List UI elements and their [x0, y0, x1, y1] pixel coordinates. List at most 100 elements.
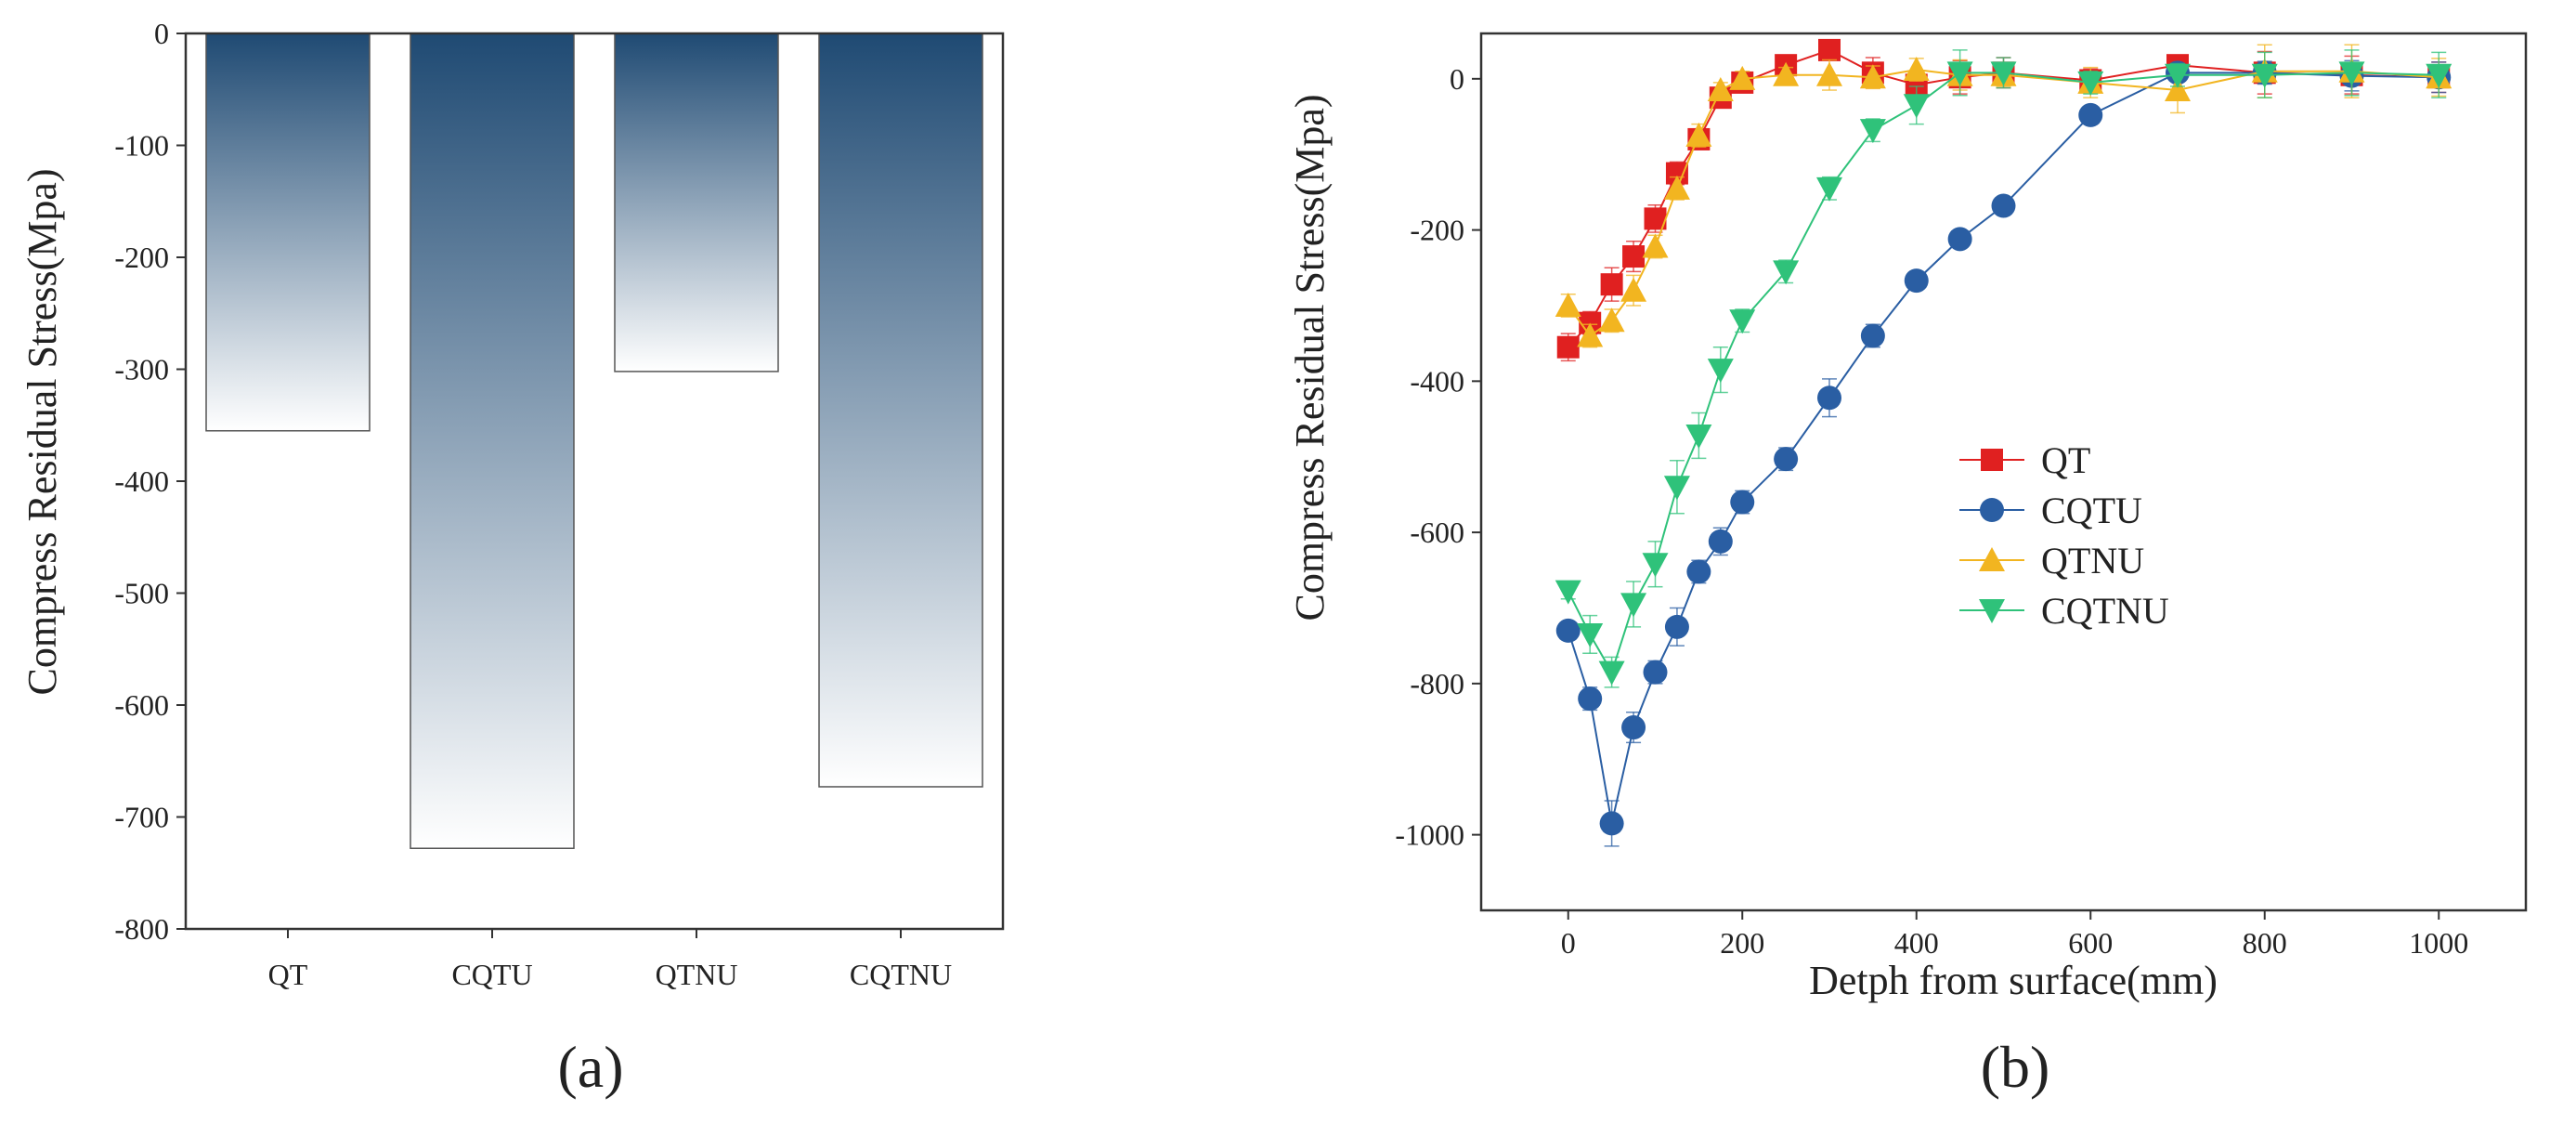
- point-cqtu: [1774, 447, 1799, 472]
- line-chart-panel-label: (b): [1981, 1034, 2050, 1100]
- line-chart-y-tick-label: 0: [1450, 62, 1464, 96]
- point-cqtnu: [1773, 260, 1800, 285]
- point-cqtu: [1555, 618, 1581, 643]
- point-cqtu: [1947, 227, 1972, 252]
- point-qtnu: [1859, 64, 1886, 89]
- bar-chart-y-tick-label: -300: [114, 353, 169, 386]
- point-cqtu: [1664, 614, 1689, 639]
- point-qtnu: [1685, 122, 1712, 147]
- legend-label-cqtnu: CQTNU: [2041, 590, 2169, 632]
- point-cqtnu: [1642, 553, 1669, 578]
- point-qtnu: [1816, 61, 1842, 86]
- line-chart-y-tick-label: -600: [1410, 516, 1464, 549]
- point-cqtu: [2078, 102, 2103, 127]
- bar-chart-x-tick-label: CQTU: [451, 958, 532, 991]
- line-chart-x-tick-label: 800: [2243, 926, 2287, 960]
- bar-chart-x-tick-label: QT: [268, 958, 308, 991]
- bar-chart-y-tick-label: -200: [114, 241, 169, 274]
- point-cqtnu: [1859, 119, 1886, 144]
- point-cqtu: [1817, 386, 1841, 411]
- point-cqtu: [1643, 660, 1668, 685]
- series-cqtu: [1555, 59, 2452, 847]
- line-chart-y-tick-label: -200: [1410, 214, 1464, 247]
- line-chart-x-axis-title: Detph from surface(mm): [1809, 958, 2218, 1003]
- series-cqtnu: [1555, 49, 2452, 688]
- point-qtnu: [1555, 292, 1581, 317]
- line-chart-y-tick-label: -800: [1410, 667, 1464, 700]
- point-cqtnu: [1663, 476, 1690, 501]
- point-cqtu: [1904, 268, 1929, 294]
- point-qtnu: [1707, 77, 1734, 102]
- legend-label-qtnu: QTNU: [2041, 540, 2144, 582]
- line-chart-y-tick-label: -400: [1410, 364, 1464, 398]
- point-cqtnu: [1620, 593, 1647, 618]
- line-chart-x-tick-label: 400: [1894, 926, 1939, 960]
- point-cqtnu: [1577, 622, 1604, 647]
- bar-chart-y-tick-label: -500: [114, 577, 169, 610]
- bar-chart-panel: 0 -100 -200 -300 -400 -500 -600 -700 -800 QT CQTU…: [20, 17, 1005, 1100]
- point-cqtnu: [2251, 63, 2278, 88]
- point-cqtnu: [2338, 61, 2365, 86]
- point-cqtu: [1621, 715, 1646, 740]
- bar-chart-y-axis-title: Compress Residual Stress(Mpa): [20, 168, 65, 695]
- bar-chart-x-tick-label: CQTNU: [850, 958, 952, 991]
- bar-chart-panel-label: (a): [557, 1034, 623, 1100]
- point-cqtu: [1860, 323, 1885, 348]
- legend-label-qt: QT: [2041, 439, 2090, 481]
- bar-chart-y-tick-label: 0: [154, 17, 169, 50]
- line-chart-x-tick-label: 1000: [2409, 926, 2468, 960]
- point-cqtnu: [2077, 71, 2104, 96]
- legend-marker-cqtnu: [1979, 599, 2005, 623]
- point-cqtnu: [2426, 63, 2452, 88]
- bar-qt: [205, 33, 371, 432]
- point-qtnu: [1620, 277, 1647, 302]
- bar-chart-y-tick-label: -700: [114, 801, 169, 834]
- series-qtnu: [1555, 44, 2452, 348]
- point-qtnu: [1663, 175, 1690, 200]
- point-qtnu: [2165, 77, 2191, 102]
- point-cqtnu: [1990, 61, 2017, 86]
- point-cqtnu: [1946, 61, 1973, 86]
- point-qtnu: [1729, 65, 1756, 90]
- point-cqtnu: [1555, 580, 1581, 605]
- point-qt: [1600, 273, 1623, 296]
- legend-marker-qtnu: [1979, 547, 2005, 571]
- point-cqtu: [1730, 490, 1755, 515]
- line-chart-x-tick-label: 600: [2068, 926, 2113, 960]
- point-qt: [1818, 38, 1841, 61]
- line-chart-y-axis-title: Compress Residual Stress(Mpa): [1287, 94, 1333, 621]
- line-chart-panel: 0 -200 -400 -600 -800 -1000 0 200 400 600 800 1000…: [1287, 32, 2528, 1100]
- line-chart-x-tick-label: 200: [1720, 926, 1764, 960]
- legend-marker-qt: [1981, 449, 2003, 471]
- point-cqtnu: [1685, 424, 1712, 449]
- point-qtnu: [1577, 322, 1604, 347]
- line-chart-legend: QT CQTU QTNU CQTNU: [1959, 439, 2169, 632]
- bar-chart-y-tick-label: -100: [114, 129, 169, 163]
- point-cqtu: [1991, 193, 2016, 218]
- point-qtnu: [1598, 307, 1625, 333]
- point-cqtnu: [1729, 309, 1756, 334]
- point-cqtu: [1708, 529, 1733, 554]
- point-cqtnu: [1816, 176, 1842, 202]
- bar-chart-x-tick-label: QTNU: [656, 958, 738, 991]
- point-cqtu: [1686, 559, 1711, 584]
- legend-label-cqtu: CQTU: [2041, 490, 2142, 531]
- point-qt: [1622, 245, 1646, 268]
- bar-qtnu: [614, 33, 779, 372]
- line-chart-x-tick-label: 0: [1561, 926, 1576, 960]
- bar-cqtu: [410, 33, 575, 849]
- bar-chart-y-tick-label: -400: [114, 464, 169, 498]
- line-chart-plot-frame: [1479, 32, 2528, 912]
- point-qtnu: [1642, 233, 1669, 258]
- point-cqtu: [1599, 811, 1624, 836]
- point-cqtnu: [2165, 63, 2191, 88]
- point-cqtu: [1578, 686, 1603, 712]
- line-chart-y-tick-label: -1000: [1395, 818, 1464, 852]
- bar-chart-y-tick-label: -800: [114, 912, 169, 946]
- point-qt: [1556, 335, 1580, 359]
- point-qtnu: [1903, 57, 1930, 82]
- point-cqtnu: [1598, 660, 1625, 686]
- point-qtnu: [1773, 61, 1800, 86]
- point-cqtnu: [1707, 359, 1734, 384]
